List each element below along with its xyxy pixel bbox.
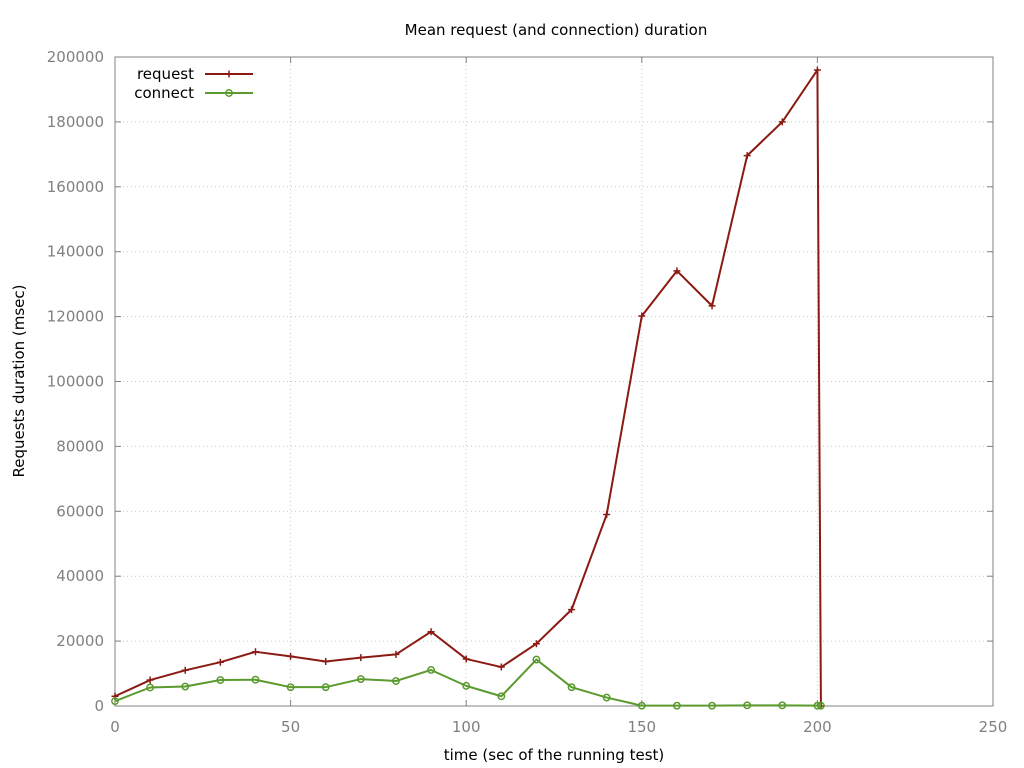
data-point-connect (356, 675, 365, 684)
plot-frame (114, 56, 994, 707)
data-point-request (532, 640, 540, 648)
series-line-connect (114, 658, 821, 707)
x-tick-label: 50 (281, 718, 300, 736)
y-tick-label: 60000 (56, 502, 104, 520)
y-tick-label: 200000 (47, 48, 104, 66)
data-point-connect (637, 701, 646, 710)
data-point-connect (216, 676, 225, 684)
data-point-connect (462, 681, 471, 690)
data-point-connect (392, 677, 400, 685)
legend-label-connect: connect (134, 84, 194, 102)
data-point-request (427, 628, 435, 636)
data-point-request (708, 302, 716, 310)
grid (115, 57, 993, 706)
legend-marker-request (225, 70, 233, 78)
data-point-request (181, 666, 189, 674)
y-tick-label: 0 (94, 697, 104, 715)
y-tick-label: 80000 (56, 437, 104, 455)
legend-marker-connect (225, 89, 233, 97)
data-point-connect (708, 701, 716, 710)
y-tick-label: 160000 (47, 178, 104, 196)
data-point-connect (816, 701, 825, 710)
data-point-connect (181, 682, 190, 691)
x-axis-label: time (sec of the running test) (444, 746, 665, 764)
data-point-request (216, 658, 224, 666)
legend-label-request: request (137, 65, 194, 83)
data-point-connect (111, 697, 119, 706)
y-tick-label: 120000 (47, 308, 104, 326)
series-line-request (114, 68, 822, 707)
data-point-connect (427, 666, 436, 674)
data-point-request (813, 66, 821, 74)
x-tick-label: 150 (627, 718, 656, 736)
data-point-connect (321, 683, 330, 692)
data-point-request (673, 267, 681, 275)
data-point-connect (778, 701, 787, 710)
data-point-request (357, 654, 365, 662)
y-tick-label: 40000 (56, 567, 104, 585)
data-point-connect (743, 701, 752, 710)
data-point-connect (286, 683, 295, 692)
data-point-connect (497, 692, 506, 701)
y-tick-label: 20000 (56, 632, 104, 650)
x-tick-label: 200 (803, 718, 832, 736)
data-point-request (568, 606, 576, 614)
data-point-request (638, 312, 646, 320)
data-point-request (497, 663, 505, 671)
data-point-request (287, 652, 295, 660)
axis-ticks: 0 50 100 150 200 250 0 20000 40000 60000 80000 1000… (47, 48, 1008, 736)
y-tick-label: 180000 (47, 113, 104, 131)
data-point-request (743, 152, 751, 160)
x-tick-label: 0 (110, 718, 120, 736)
data-point-request (778, 118, 786, 126)
data-point-connect (602, 693, 611, 702)
data-point-request (322, 658, 330, 666)
series-request (111, 66, 825, 710)
y-tick-label: 140000 (47, 243, 104, 261)
data-point-connect (672, 701, 681, 710)
data-point-connect (146, 683, 155, 692)
series-connect (111, 655, 825, 710)
x-tick-label: 250 (979, 718, 1008, 736)
data-point-request (462, 655, 470, 663)
data-point-connect (532, 655, 541, 664)
y-tick-label: 100000 (47, 373, 104, 391)
data-point-request (251, 648, 259, 656)
y-axis-label: Requests duration (msec) (10, 284, 28, 477)
data-point-connect (567, 683, 576, 692)
data-point-request (392, 650, 400, 658)
data-point-connect (813, 701, 822, 710)
chart-title: Mean request (and connection) duration (405, 21, 708, 39)
series-group (111, 66, 825, 710)
data-point-request (146, 676, 154, 684)
data-point-request (603, 511, 611, 519)
data-point-connect (251, 675, 260, 684)
x-tick-label: 100 (452, 718, 481, 736)
